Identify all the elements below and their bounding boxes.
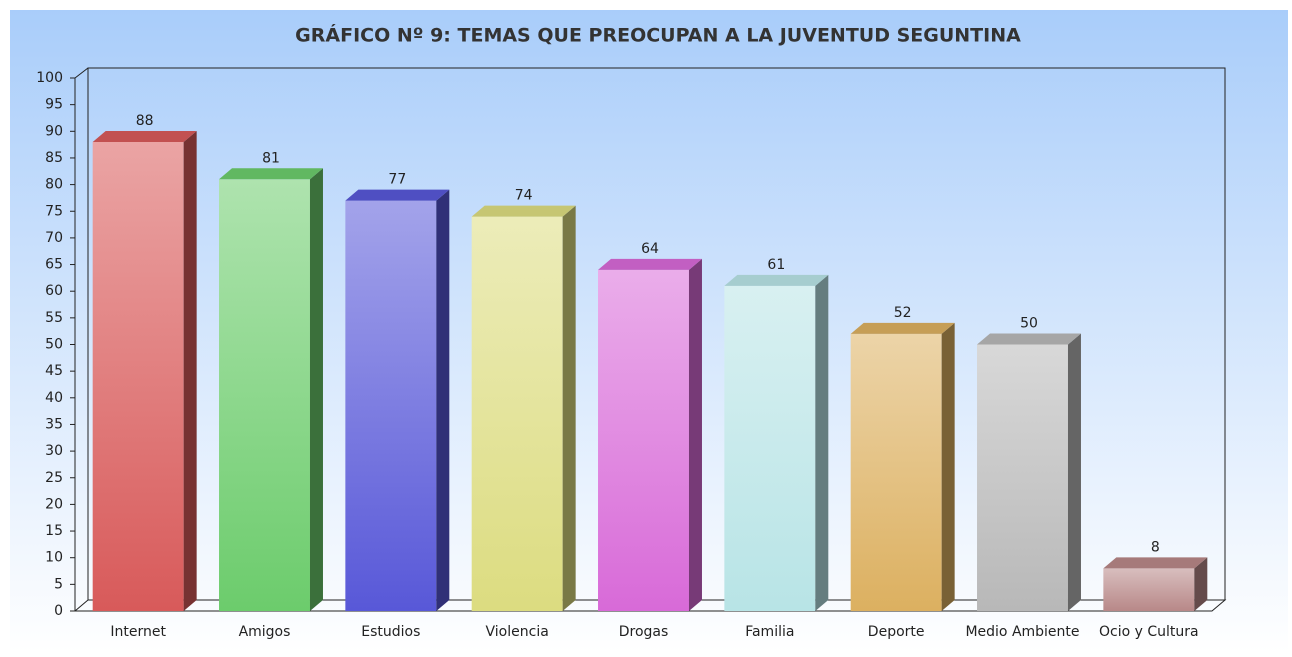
x-tick-label: Internet bbox=[110, 624, 166, 640]
bar-top bbox=[850, 322, 955, 334]
y-tick-label: 45 bbox=[45, 363, 63, 379]
bar-top bbox=[471, 205, 576, 217]
y-tick-label: 85 bbox=[45, 150, 63, 166]
bar-top bbox=[219, 168, 323, 180]
value-label: 64 bbox=[641, 241, 659, 257]
y-tick-label: 50 bbox=[45, 337, 63, 353]
bar-front bbox=[1103, 568, 1195, 611]
bar-top bbox=[92, 130, 197, 142]
axis-edge bbox=[74, 67, 89, 79]
bar-front bbox=[471, 216, 563, 611]
y-tick-label: 75 bbox=[45, 203, 63, 219]
bar-side bbox=[562, 205, 576, 611]
x-tick-label: Deporte bbox=[868, 624, 925, 640]
value-label: 8 bbox=[1151, 539, 1160, 555]
floor bbox=[73, 599, 1227, 612]
bar-front bbox=[850, 333, 942, 611]
value-label: 61 bbox=[767, 257, 785, 273]
bar-side bbox=[1194, 557, 1208, 611]
bar-side bbox=[309, 168, 323, 611]
value-label: 81 bbox=[262, 150, 280, 166]
x-tick-label: Medio Ambiente bbox=[965, 624, 1079, 640]
y-tick-label: 15 bbox=[45, 523, 63, 539]
bar-front bbox=[219, 179, 310, 611]
bar-top bbox=[724, 274, 829, 286]
x-tick-label: Familia bbox=[745, 624, 794, 640]
bar-side bbox=[815, 274, 829, 611]
bar-side bbox=[688, 258, 702, 611]
y-tick-label: 0 bbox=[54, 603, 63, 619]
y-tick-label: 95 bbox=[45, 97, 63, 113]
y-tick-label: 30 bbox=[45, 443, 63, 459]
chart-title: GRÁFICO Nº 9: TEMAS QUE PREOCUPAN A LA J… bbox=[295, 24, 1021, 47]
y-tick-label: 60 bbox=[45, 283, 63, 299]
value-label: 77 bbox=[388, 172, 406, 188]
value-label: 50 bbox=[1020, 316, 1038, 332]
x-tick-label: Drogas bbox=[619, 624, 669, 640]
y-tick-label: 70 bbox=[45, 230, 63, 246]
bar-front bbox=[724, 285, 816, 611]
x-tick-label: Amigos bbox=[239, 624, 291, 640]
x-tick-label: Violencia bbox=[486, 624, 549, 640]
y-tick-label: 35 bbox=[45, 416, 63, 432]
bar-side bbox=[436, 189, 450, 611]
x-tick-label: Estudios bbox=[361, 624, 420, 640]
value-label: 74 bbox=[515, 188, 533, 204]
y-tick-label: 55 bbox=[45, 310, 63, 326]
bar-front bbox=[598, 269, 689, 611]
y-tick-label: 5 bbox=[54, 576, 63, 592]
bar-top bbox=[345, 189, 450, 201]
bar-top bbox=[598, 258, 702, 270]
value-label: 52 bbox=[894, 305, 912, 321]
y-tick-label: 65 bbox=[45, 257, 63, 273]
bar-front bbox=[977, 344, 1068, 611]
bar-front bbox=[92, 141, 184, 611]
bar-top bbox=[977, 333, 1081, 345]
y-tick-label: 20 bbox=[45, 496, 63, 512]
y-tick-label: 100 bbox=[36, 70, 63, 86]
y-tick-label: 40 bbox=[45, 390, 63, 406]
bar-front bbox=[345, 200, 437, 611]
y-tick-label: 90 bbox=[45, 123, 63, 139]
bar-side bbox=[1067, 333, 1081, 611]
bar-side bbox=[183, 130, 197, 611]
y-tick-label: 80 bbox=[45, 177, 63, 193]
bar-top bbox=[1103, 557, 1208, 569]
y-tick-label: 10 bbox=[45, 550, 63, 566]
y-tick-label: 25 bbox=[45, 470, 63, 486]
value-label: 88 bbox=[136, 113, 154, 129]
bar-side bbox=[941, 322, 955, 611]
x-tick-label: Ocio y Cultura bbox=[1099, 624, 1199, 640]
